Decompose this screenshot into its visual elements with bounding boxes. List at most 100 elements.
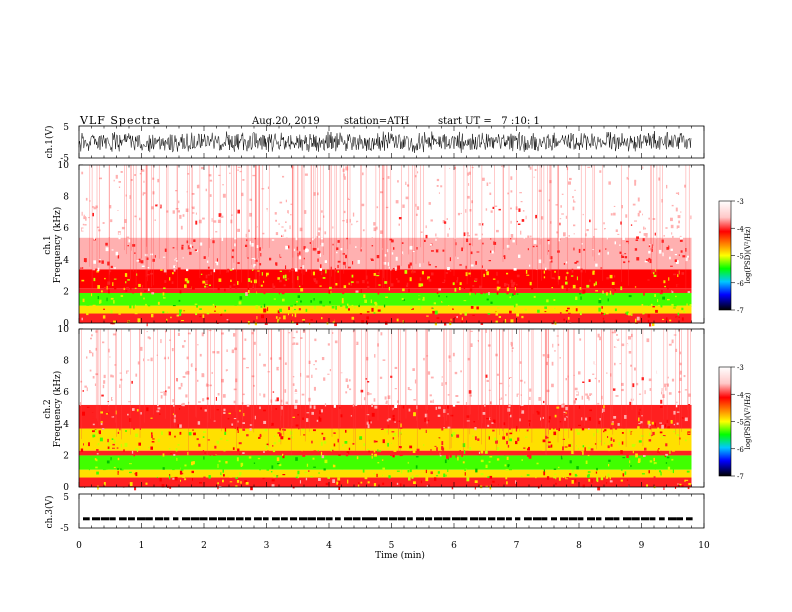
spectro-speckle [354, 190, 357, 194]
spectro-speckle [143, 297, 145, 300]
spectro-speckle [614, 308, 617, 312]
spectro-speckle [332, 479, 335, 483]
spectro-speckle [589, 195, 592, 199]
spectro-speckle [96, 453, 99, 455]
spectro-speckle [144, 165, 147, 168]
spectro-speckle [479, 285, 482, 288]
spectro-speckle [521, 410, 525, 414]
spectro-speckle [398, 360, 401, 364]
spectro-speckle [532, 245, 535, 248]
spectro-speckle [332, 332, 334, 334]
spectro-speckle [340, 414, 343, 418]
spectro-speckle [256, 456, 258, 459]
spectro-speckle [260, 253, 262, 257]
spectro-speckle [200, 180, 203, 184]
spectro-speckle [453, 381, 455, 383]
spectro-speckle [594, 303, 598, 305]
spectro-speckle [382, 467, 385, 471]
spectro-speckle [244, 196, 246, 200]
ch3-waveform-segment [209, 517, 217, 521]
spectro-speckle [644, 451, 647, 455]
spectro-speckle [521, 374, 525, 377]
spectro-speckle [615, 399, 618, 403]
spectro-speckle [368, 393, 372, 395]
spectro-speckle [622, 237, 625, 240]
spectro-speckle [115, 236, 118, 238]
spectro-speckle [104, 367, 106, 372]
spectro-speckle [448, 305, 450, 307]
spectro-speckle [191, 286, 195, 290]
spectro-speckle [594, 377, 597, 380]
spectro-speckle [478, 237, 480, 240]
spectro-speckle [140, 292, 143, 296]
spectro-speckle [191, 401, 194, 405]
spectro-speckle [554, 466, 556, 468]
spectro-speckle [568, 181, 571, 185]
spectro-speckle [313, 221, 315, 226]
spectro-speckle [324, 330, 327, 332]
spectro-speckle [196, 249, 198, 252]
spectro-speckle [629, 392, 632, 397]
ch3-waveform-segment [434, 517, 443, 521]
spectro-speckle [553, 431, 557, 436]
spectro-speckle [293, 198, 296, 201]
spectro-speckle [199, 242, 203, 246]
spectro-speckle [126, 320, 130, 322]
spectro-speckle [661, 413, 665, 416]
spectro-speckle [414, 175, 417, 178]
spectro-speckle [109, 351, 112, 354]
spectro-speckle [492, 278, 496, 280]
spectro-speckle [273, 475, 276, 478]
spectro-speckle [506, 347, 508, 351]
spectro-speckle [314, 360, 317, 363]
spectro-speckle [510, 234, 514, 238]
spectro-speckle [679, 362, 682, 366]
spectro-speckle [270, 191, 272, 195]
spectro-speckle [148, 303, 151, 307]
spectro-speckle [124, 429, 126, 434]
spectro-speckle [313, 386, 316, 391]
spectro-speckle [177, 267, 181, 270]
spectro-speckle [424, 239, 426, 242]
spectro-speckle [303, 246, 306, 250]
xtick-label: 0 [76, 541, 82, 551]
spectro-speckle [401, 298, 404, 301]
spectro-speckle [257, 459, 259, 462]
spectro-speckle [284, 370, 286, 373]
spectro-speckle [372, 179, 375, 183]
ch2-spectro-ylabel-line1: ch.2 [43, 399, 53, 418]
spectro-speckle [385, 402, 388, 404]
spectro-speckle [136, 435, 139, 439]
spectro-speckle [313, 298, 315, 301]
spectro-speckle [249, 311, 252, 313]
spectro-speckle [472, 285, 475, 287]
spectro-speckle [169, 277, 171, 281]
spectro-speckle [513, 432, 517, 435]
spectro-speckle [688, 399, 691, 401]
spectro-speckle [438, 288, 441, 291]
ch3-waveform-segment [407, 517, 413, 521]
spectro-speckle [672, 300, 674, 304]
spectro-speckle [438, 406, 441, 409]
spectro-speckle [496, 229, 499, 233]
spectro-speckle [493, 166, 496, 169]
spectro-speckle [679, 356, 682, 359]
spectro-speckle [648, 470, 650, 474]
spectro-speckle [634, 167, 638, 170]
spectro-speckle [254, 322, 257, 326]
spectro-speckle [563, 217, 566, 221]
spectro-speckle [399, 434, 403, 438]
spectro-speckle [265, 191, 268, 194]
spectro-speckle [376, 275, 380, 277]
spectro-speckle [287, 437, 291, 440]
spectro-speckle [578, 313, 580, 316]
spectro-speckle [256, 226, 258, 228]
spectro-speckle [511, 170, 515, 175]
spectro-speckle [563, 191, 566, 193]
spectro-speckle [567, 316, 570, 320]
spectro-speckle [644, 290, 648, 293]
spectro-speckle [256, 289, 259, 293]
spectro-speckle [161, 484, 165, 488]
spectro-speckle [306, 282, 310, 285]
spectro-speckle [133, 252, 135, 255]
